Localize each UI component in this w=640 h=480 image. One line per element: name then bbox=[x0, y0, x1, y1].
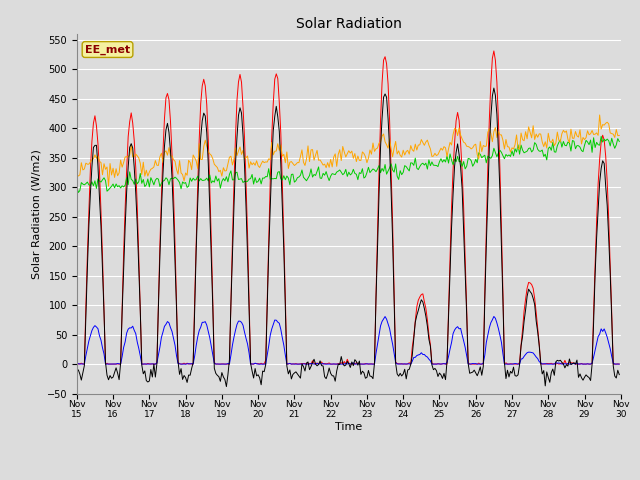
SW_out bbox=[73, 361, 81, 367]
Title: Solar Radiation: Solar Radiation bbox=[296, 17, 402, 31]
LW_out bbox=[264, 159, 271, 165]
SW_in bbox=[264, 298, 271, 304]
SW_out bbox=[490, 313, 498, 319]
X-axis label: Time: Time bbox=[335, 422, 362, 432]
Rnet bbox=[73, 369, 81, 375]
LW_out bbox=[596, 112, 604, 118]
LW_in bbox=[597, 133, 605, 139]
Line: SW_out: SW_out bbox=[77, 316, 620, 364]
SW_out bbox=[254, 361, 262, 367]
LW_out bbox=[312, 152, 319, 158]
SW_in bbox=[73, 361, 81, 367]
SW_in bbox=[141, 361, 148, 367]
Rnet bbox=[140, 371, 147, 377]
LW_in bbox=[74, 190, 82, 195]
Y-axis label: Solar Radiation (W/m2): Solar Radiation (W/m2) bbox=[31, 149, 41, 278]
SW_out bbox=[76, 361, 84, 367]
Rnet bbox=[254, 372, 262, 378]
SW_in bbox=[236, 72, 244, 77]
Legend: SW_in, SW_out, LW_in, LW_out, Rnet: SW_in, SW_out, LW_in, LW_out, Rnet bbox=[171, 479, 527, 480]
Line: LW_out: LW_out bbox=[77, 115, 620, 186]
LW_out bbox=[73, 174, 81, 180]
LW_out bbox=[254, 163, 262, 168]
LW_in bbox=[254, 179, 262, 184]
LW_out bbox=[587, 131, 595, 137]
SW_out bbox=[141, 361, 148, 367]
SW_out bbox=[312, 361, 319, 367]
LW_in bbox=[312, 173, 319, 179]
LW_in bbox=[141, 184, 148, 190]
Rnet bbox=[588, 361, 596, 367]
Rnet bbox=[223, 384, 230, 389]
SW_in bbox=[616, 361, 623, 367]
Rnet bbox=[236, 105, 244, 111]
SW_in bbox=[74, 361, 82, 367]
Rnet bbox=[616, 372, 623, 377]
LW_in bbox=[264, 174, 271, 180]
SW_out bbox=[588, 360, 596, 366]
LW_in bbox=[587, 137, 595, 143]
Rnet bbox=[312, 361, 319, 367]
Line: SW_in: SW_in bbox=[77, 51, 620, 364]
Rnet bbox=[490, 85, 498, 91]
Text: EE_met: EE_met bbox=[85, 44, 130, 55]
SW_in bbox=[254, 361, 262, 367]
SW_in bbox=[588, 361, 596, 367]
SW_out bbox=[236, 318, 244, 324]
LW_out bbox=[616, 132, 623, 138]
SW_out bbox=[616, 361, 623, 367]
LW_out bbox=[105, 183, 113, 189]
LW_in bbox=[616, 139, 623, 144]
Line: Rnet: Rnet bbox=[77, 88, 620, 386]
SW_out bbox=[264, 352, 271, 358]
LW_in bbox=[236, 176, 244, 182]
SW_in bbox=[312, 361, 319, 367]
Rnet bbox=[264, 304, 271, 310]
LW_in bbox=[73, 183, 81, 189]
LW_out bbox=[141, 173, 148, 179]
LW_out bbox=[236, 144, 244, 150]
SW_in bbox=[490, 48, 498, 54]
Line: LW_in: LW_in bbox=[77, 136, 620, 192]
